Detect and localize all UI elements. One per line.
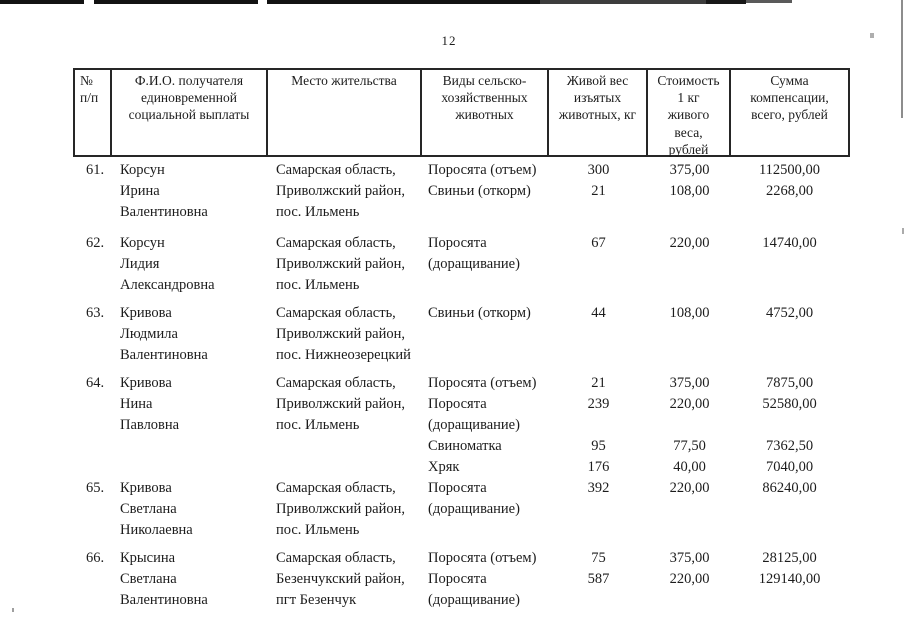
scan-artifact-top-edge: [746, 0, 792, 3]
compensation-sum-cell: 7875,00 52580,00 7362,50 7040,00: [762, 375, 817, 475]
table-body: 61. Корсун Ирина Валентиновна Самарская …: [73, 160, 850, 611]
scan-artifact-top-edge: [0, 0, 540, 4]
animal-types-cell: Поросята (доращивание): [428, 480, 520, 517]
residence-cell: Самарская область, Приволжский район, по…: [276, 235, 405, 293]
residence-cell: Самарская область, Приволжский район, по…: [276, 375, 405, 433]
live-weight-cell: 75 587: [587, 550, 610, 587]
animal-types-cell: Поросята (отъем) Свиньи (откорм): [428, 162, 537, 199]
price-per-kg-cell: 220,00: [669, 480, 710, 496]
animal-types-cell: Поросята (доращивание): [428, 235, 520, 272]
price-per-kg-cell: 375,00 220,00: [669, 550, 710, 587]
table-header-row: № п/п Ф.И.О. получателя единовременной с…: [73, 68, 850, 157]
residence-cell: Самарская область, Безенчукский район, п…: [276, 550, 405, 608]
page-number: 12: [441, 33, 457, 48]
row-number-cell: 64.: [86, 375, 105, 391]
recipient-name-cell: Крысина Светлана Валентиновна: [120, 550, 208, 608]
price-per-kg-cell: 375,00 220,00 77,50 40,00: [669, 375, 710, 475]
row-number-cell: 61.: [86, 162, 105, 178]
scan-artifact-speck: [12, 608, 14, 612]
recipient-name-cell: Корсун Ирина Валентиновна: [120, 162, 208, 220]
animal-types-cell: Поросята (отъем) Поросята (доращивание) …: [428, 375, 537, 475]
live-weight-cell: 67: [591, 235, 606, 251]
table-row: 64. Кривова Нина Павловна Самарская обла…: [75, 373, 850, 478]
residence-cell: Самарская область, Приволжский район, по…: [276, 162, 405, 220]
live-weight-cell: 44: [591, 305, 606, 321]
live-weight-cell: 21 239 95 176: [587, 375, 610, 475]
price-per-kg-cell: 375,00 108,00: [669, 162, 710, 199]
header-cell-animal-types: Виды сельско- хозяйственных животных: [422, 70, 549, 155]
recipient-name-cell: Кривова Светлана Николаевна: [120, 480, 193, 538]
scan-artifact-right-line: [901, 0, 903, 118]
table-row: 61. Корсун Ирина Валентиновна Самарская …: [75, 160, 850, 223]
residence-cell: Самарская область, Приволжский район, по…: [276, 305, 411, 363]
scan-artifact-gap: [258, 0, 267, 4]
compensation-sum-cell: 28125,00 129140,00: [758, 550, 821, 587]
scan-artifact-top-edge: [706, 0, 746, 4]
animal-types-cell: Поросята (отъем) Поросята (доращивание): [428, 550, 537, 608]
row-number-cell: 66.: [86, 550, 105, 566]
header-cell-residence: Место жительства: [268, 70, 422, 155]
compensation-table: № п/п Ф.И.О. получателя единовременной с…: [73, 68, 850, 618]
header-cell-price-per-kg: Стоимость 1 кг живого веса, рублей: [648, 70, 731, 157]
row-number-cell: 65.: [86, 480, 105, 496]
scan-artifact-speck: [902, 228, 904, 234]
residence-cell: Самарская область, Приволжский район, по…: [276, 480, 405, 538]
header-cell-compensation-sum: Сумма компенсации, всего, рублей: [750, 73, 829, 123]
scan-artifact-top-edge: [540, 0, 706, 4]
table-row: 65. Кривова Светлана Николаевна Самарска…: [75, 478, 850, 541]
header-cell-recipient-name: Ф.И.О. получателя единовременной социаль…: [112, 70, 268, 155]
table-row: 66. Крысина Светлана Валентиновна Самарс…: [75, 548, 850, 611]
live-weight-cell: 300 21: [587, 162, 610, 199]
recipient-name-cell: Кривова Людмила Валентиновна: [120, 305, 208, 363]
compensation-sum-cell: 86240,00: [762, 480, 817, 496]
header-cell-live-weight: Живой вес изъятых животных, кг: [549, 70, 648, 155]
recipient-name-cell: Кривова Нина Павловна: [120, 375, 180, 433]
recipient-name-cell: Корсун Лидия Александровна: [120, 235, 215, 293]
price-per-kg-cell: 108,00: [669, 305, 710, 321]
table-row: 63. Кривова Людмила Валентиновна Самарск…: [75, 303, 850, 366]
header-cell-row-number: № п/п: [75, 70, 112, 155]
compensation-sum-cell: 4752,00: [765, 305, 814, 321]
compensation-sum-cell: 14740,00: [762, 235, 817, 251]
row-number-cell: 62.: [86, 235, 105, 251]
table-row: 62. Корсун Лидия Александровна Самарская…: [75, 233, 850, 296]
scan-artifact-gap: [84, 0, 94, 4]
price-per-kg-cell: 220,00: [669, 235, 710, 251]
row-number-cell: 63.: [86, 305, 105, 321]
compensation-sum-cell: 112500,00 2268,00: [758, 162, 821, 199]
animal-types-cell: Свиньи (откорм): [428, 305, 531, 321]
live-weight-cell: 392: [587, 480, 610, 496]
